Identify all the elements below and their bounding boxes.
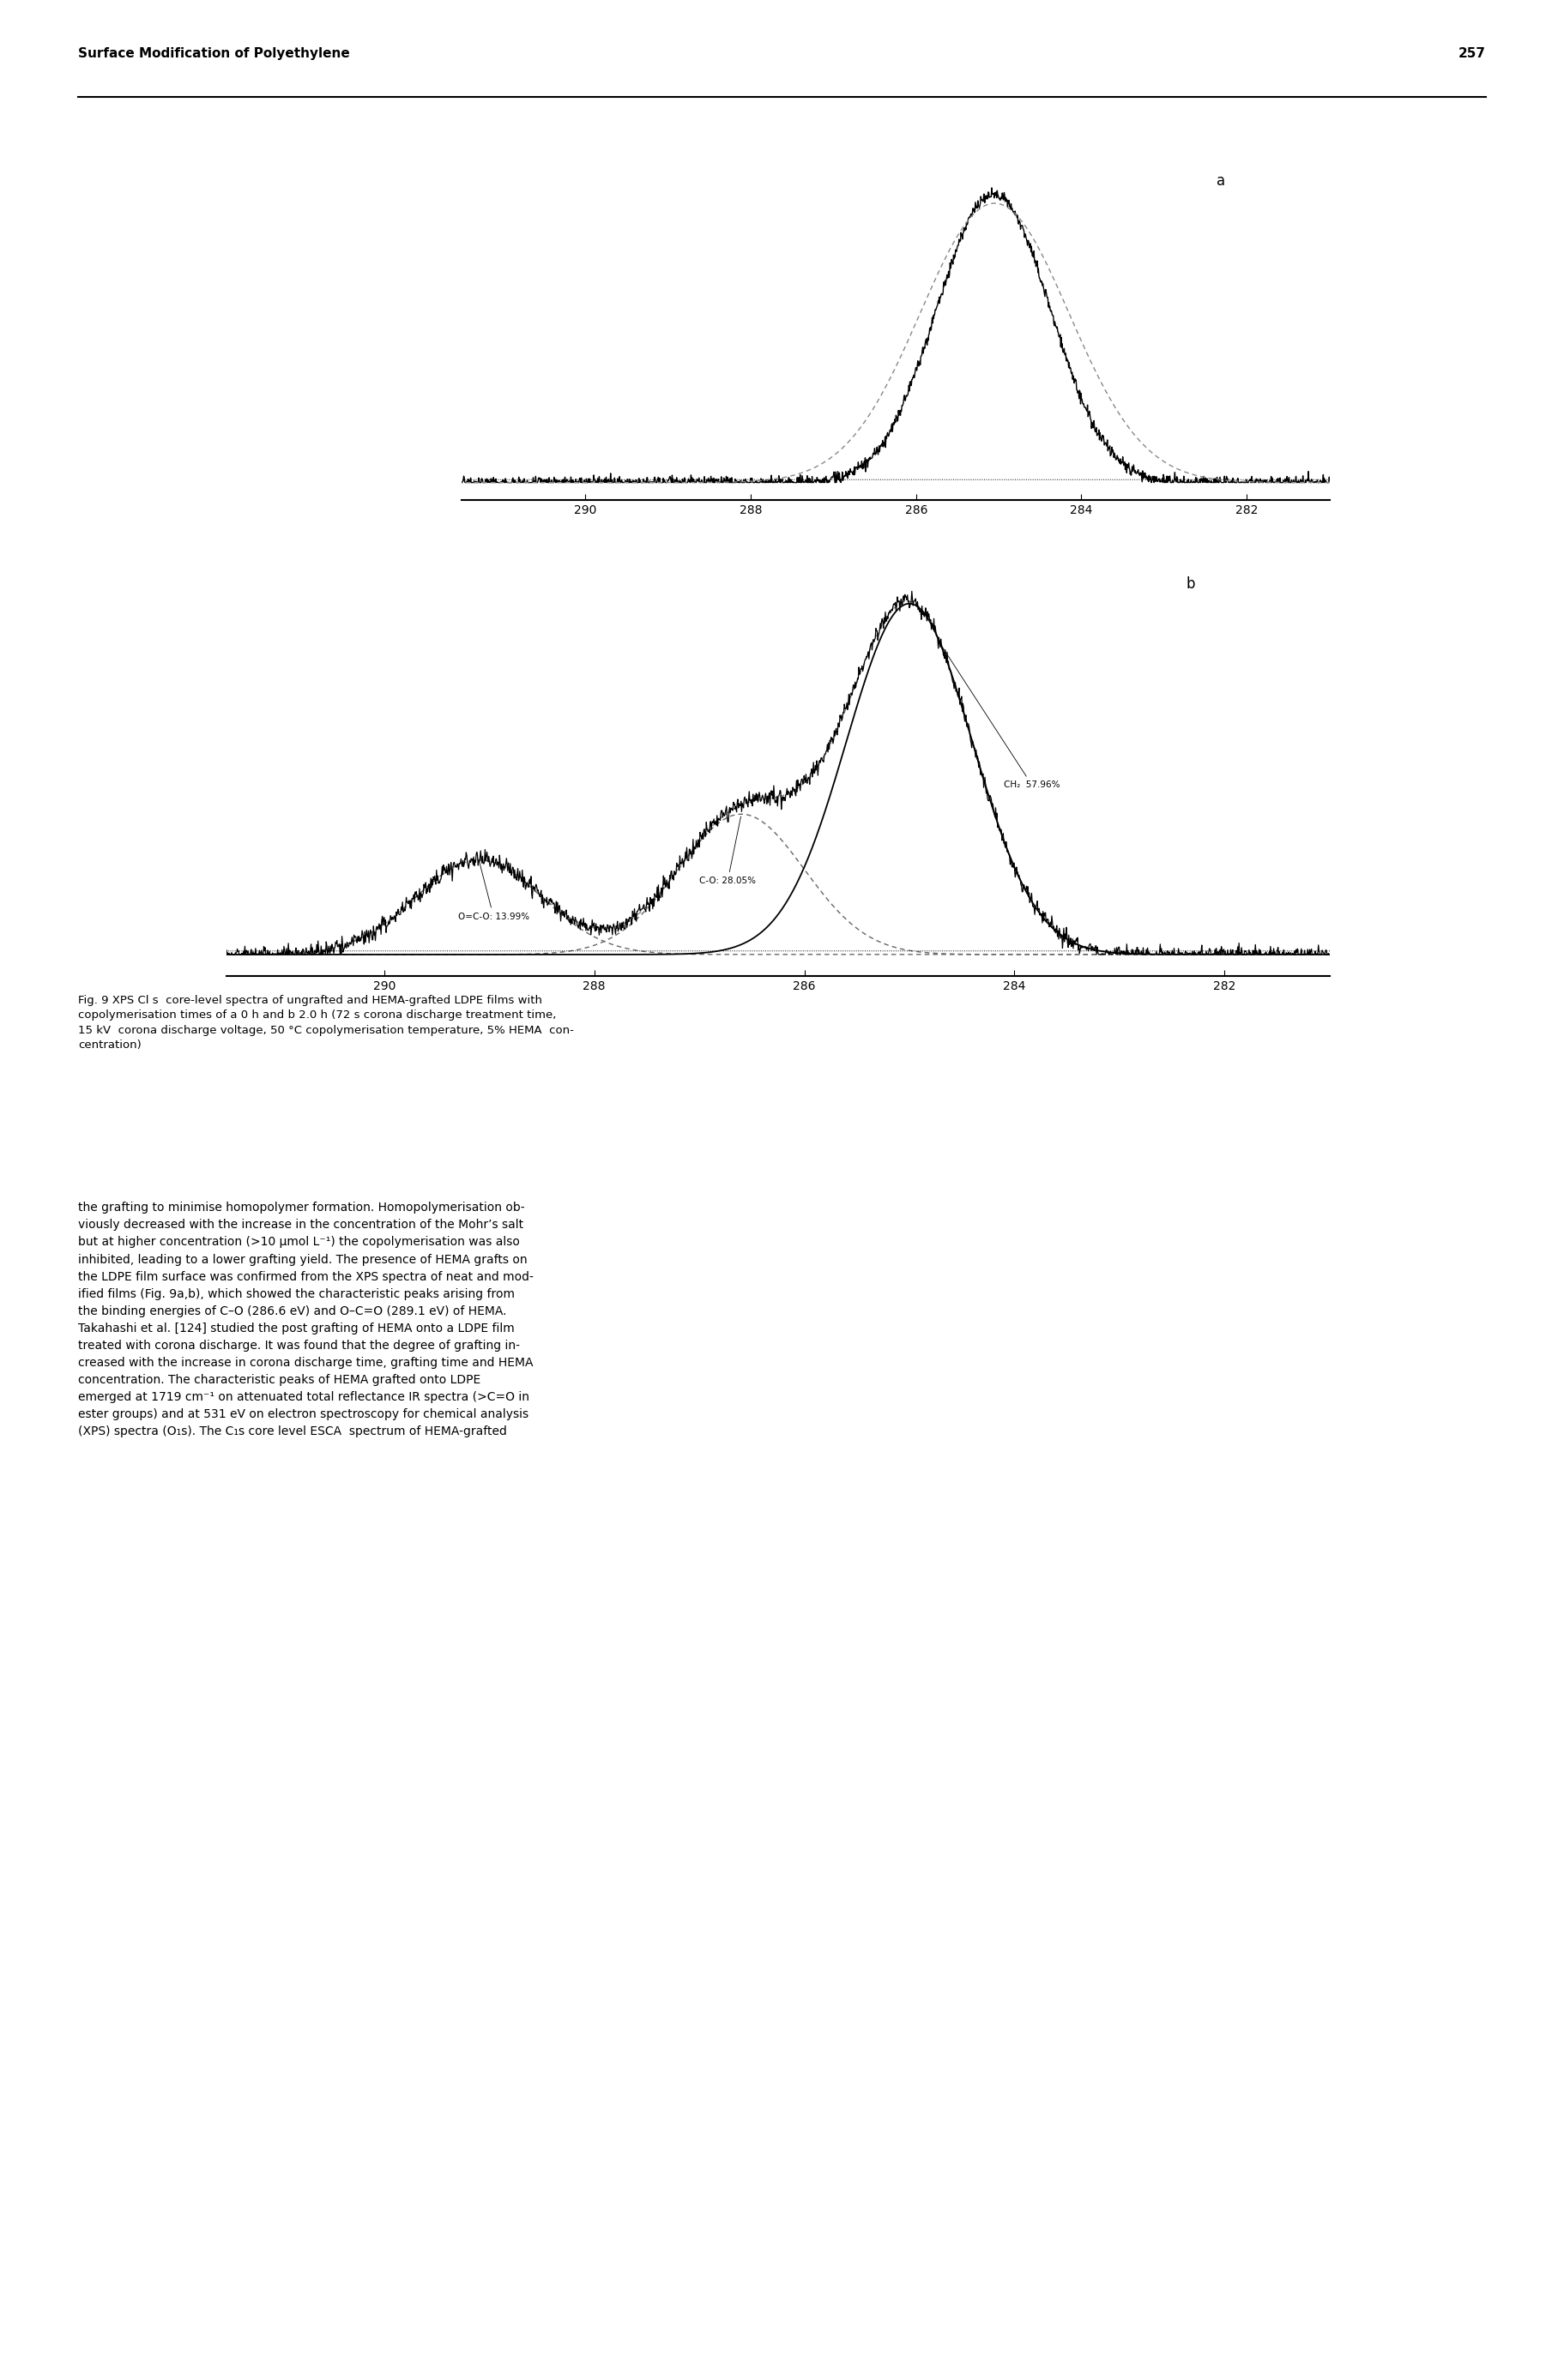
Text: b: b: [1186, 576, 1195, 593]
Text: O=C-O: 13.99%: O=C-O: 13.99%: [458, 862, 529, 921]
Text: CH₂  57.96%: CH₂ 57.96%: [942, 647, 1060, 790]
Text: a: a: [1217, 174, 1225, 188]
Text: Fig. 9 XPS Cl s  core-level spectra of ungrafted and HEMA-grafted LDPE films wit: Fig. 9 XPS Cl s core-level spectra of un…: [78, 995, 574, 1052]
Text: the grafting to minimise homopolymer formation. Homopolymerisation ob-
viously d: the grafting to minimise homopolymer for…: [78, 1202, 533, 1438]
Text: Surface Modification of Polyethylene: Surface Modification of Polyethylene: [78, 48, 350, 60]
Text: C-O: 28.05%: C-O: 28.05%: [699, 816, 755, 885]
Text: 257: 257: [1458, 48, 1486, 60]
